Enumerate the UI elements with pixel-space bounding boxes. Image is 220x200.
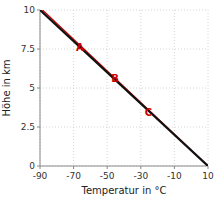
y-tick [37, 127, 40, 128]
y-tick-label: 0 [29, 161, 35, 171]
x-axis-line [40, 166, 208, 167]
y-tick [37, 88, 40, 89]
x-tick-label: -50 [100, 171, 115, 181]
plot-area [40, 10, 208, 166]
y-tick-label: 10 [24, 5, 36, 15]
y-axis-label: Höhe in km [1, 59, 12, 116]
x-tick [73, 166, 74, 169]
x-tick-label: 10 [202, 171, 214, 181]
x-tick-label: -10 [167, 171, 182, 181]
x-axis-label: Temperatur in °C [81, 185, 167, 196]
x-tick-label: -90 [33, 171, 48, 181]
grid-line [174, 10, 175, 166]
x-tick [140, 166, 141, 169]
annotations: A B C [76, 42, 152, 119]
x-tick-label: -70 [66, 171, 81, 181]
grid-line [140, 10, 141, 166]
line [40, 10, 208, 166]
x-tick-label: -30 [133, 171, 148, 181]
y-tick [37, 166, 40, 167]
annotation: C [145, 107, 152, 118]
grid-line [40, 166, 208, 167]
y-tick-label: 2.5 [21, 122, 35, 132]
grid [40, 10, 208, 166]
y-tick-label: 7.5 [21, 44, 35, 54]
y-tick [37, 10, 40, 11]
x-tick [174, 166, 175, 169]
x-tick [208, 166, 209, 169]
chart: -90 -70 -50 -30 -10 10 0 2.5 5 7.5 10 Temperatur in… [0, 0, 220, 200]
axes: -90 -70 -50 -30 -10 10 0 2.5 5 7.5 10 [21, 5, 214, 181]
grid-line [40, 127, 208, 128]
y-tick [37, 49, 40, 50]
annotation: A [76, 42, 84, 53]
x-tick [107, 166, 108, 169]
grid-line [40, 49, 208, 50]
annotation: B [111, 73, 119, 84]
y-tick-label: 5 [29, 83, 35, 93]
grid-line [40, 10, 208, 11]
